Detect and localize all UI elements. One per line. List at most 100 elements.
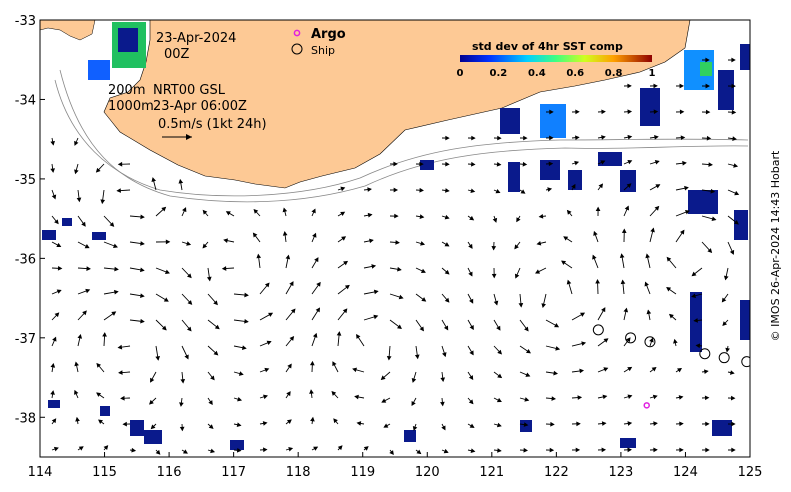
current-arrowhead	[179, 402, 184, 407]
current-arrowhead	[85, 288, 91, 294]
current-arrowhead	[496, 325, 501, 331]
current-arrowhead	[150, 424, 156, 430]
current-arrowhead	[600, 160, 606, 165]
current-arrowhead	[316, 281, 321, 287]
current-arrowhead	[554, 323, 560, 328]
current-arrowhead	[253, 208, 259, 214]
current-arrowhead	[140, 241, 145, 246]
current-arrowhead	[103, 445, 109, 451]
current-arrowhead	[468, 271, 473, 277]
current-arrowhead	[691, 271, 697, 277]
current-arrowhead	[653, 83, 658, 89]
current-arrowhead	[731, 109, 737, 115]
current-arrowhead	[496, 422, 502, 428]
current-arrowhead	[225, 211, 231, 216]
current-arrowhead	[654, 160, 660, 165]
current-arrowhead	[679, 229, 685, 235]
current-arrowhead	[677, 368, 683, 373]
ship-marker	[644, 336, 656, 348]
current-arrowhead	[150, 377, 155, 383]
current-arrowhead	[111, 311, 117, 316]
current-arrowhead	[444, 242, 450, 247]
current-arrowhead	[214, 324, 220, 330]
current-arrowhead	[184, 354, 189, 360]
current-arrowhead	[113, 243, 118, 248]
current-arrowhead	[684, 185, 689, 191]
x-tick-label: 117	[221, 465, 246, 480]
current-arrowhead	[393, 187, 399, 193]
current-arrowhead	[420, 241, 426, 246]
current-arrowhead	[575, 109, 580, 115]
current-arrowhead	[577, 395, 583, 400]
current-arrowhead	[180, 378, 186, 384]
current-arrowhead	[356, 333, 361, 339]
marker-legend: Argo Ship	[291, 27, 346, 57]
ship-marker	[625, 332, 637, 344]
colorbar-tick-label: 0.2	[490, 68, 508, 79]
current-arrowhead	[444, 269, 450, 275]
current-arrowhead	[373, 289, 379, 295]
x-tick-label: 118	[286, 465, 311, 480]
current-arrowhead	[469, 298, 474, 304]
current-arrowhead	[164, 269, 170, 274]
current-arrowhead	[469, 423, 475, 428]
current-arrowhead	[383, 423, 389, 428]
current-arrowhead	[337, 445, 343, 451]
current-arrowhead	[414, 354, 420, 360]
current-arrowhead	[213, 300, 218, 306]
current-arrowhead	[514, 273, 520, 279]
current-arrowhead	[441, 425, 446, 431]
current-arrowhead	[264, 367, 270, 373]
current-arrowhead	[514, 244, 519, 250]
current-arrowhead	[373, 314, 379, 320]
contour-1000m	[59, 69, 749, 203]
x-tick-label: 122	[544, 465, 569, 480]
current-arrowhead	[208, 400, 213, 406]
current-arrowhead	[262, 421, 268, 426]
ship-marker	[718, 352, 730, 364]
current-arrowhead	[523, 447, 528, 453]
current-arrowhead	[221, 266, 227, 271]
current-arrowhead	[711, 216, 717, 222]
current-arrowhead	[252, 232, 258, 238]
current-arrowhead	[161, 206, 167, 212]
current-arrowhead	[367, 212, 373, 218]
current-arrowhead	[51, 418, 57, 424]
current-arrowhead	[75, 416, 80, 422]
current-arrowhead	[310, 416, 315, 422]
current-arrowhead	[592, 254, 597, 260]
current-arrowhead	[548, 161, 554, 167]
current-arrowhead	[626, 337, 631, 343]
current-arrowhead	[471, 161, 476, 167]
current-arrowhead	[380, 375, 386, 381]
current-arrowhead	[313, 446, 319, 451]
current-arrowhead	[131, 447, 137, 453]
current-arrowhead	[468, 375, 474, 381]
current-arrowhead	[731, 447, 736, 453]
current-arrowhead	[57, 265, 63, 271]
current-arrowhead	[354, 394, 359, 400]
current-arrowhead	[286, 391, 291, 397]
current-arrowhead	[440, 377, 446, 383]
current-arrowhead	[213, 350, 219, 356]
current-arrowhead	[549, 447, 555, 453]
current-arrowhead	[100, 199, 106, 205]
current-arrowhead	[601, 135, 606, 140]
current-arrowhead	[679, 447, 684, 453]
current-arrowhead	[729, 370, 735, 375]
current-arrowhead	[139, 267, 145, 273]
current-arrowhead	[627, 134, 633, 140]
current-arrowhead	[149, 399, 154, 405]
current-arrowhead	[186, 241, 192, 246]
current-arrowhead	[575, 135, 580, 141]
current-arrowhead	[601, 307, 606, 313]
current-arrowhead	[566, 279, 572, 285]
current-arrowhead	[581, 341, 587, 346]
current-arrowhead	[680, 135, 686, 141]
current-arrowhead	[96, 362, 102, 368]
current-arrowhead	[598, 183, 604, 189]
current-arrowhead	[619, 253, 625, 259]
current-arrowhead	[419, 161, 424, 167]
product-label: NRT00 GSL	[153, 83, 226, 98]
current-arrowhead	[371, 264, 377, 269]
